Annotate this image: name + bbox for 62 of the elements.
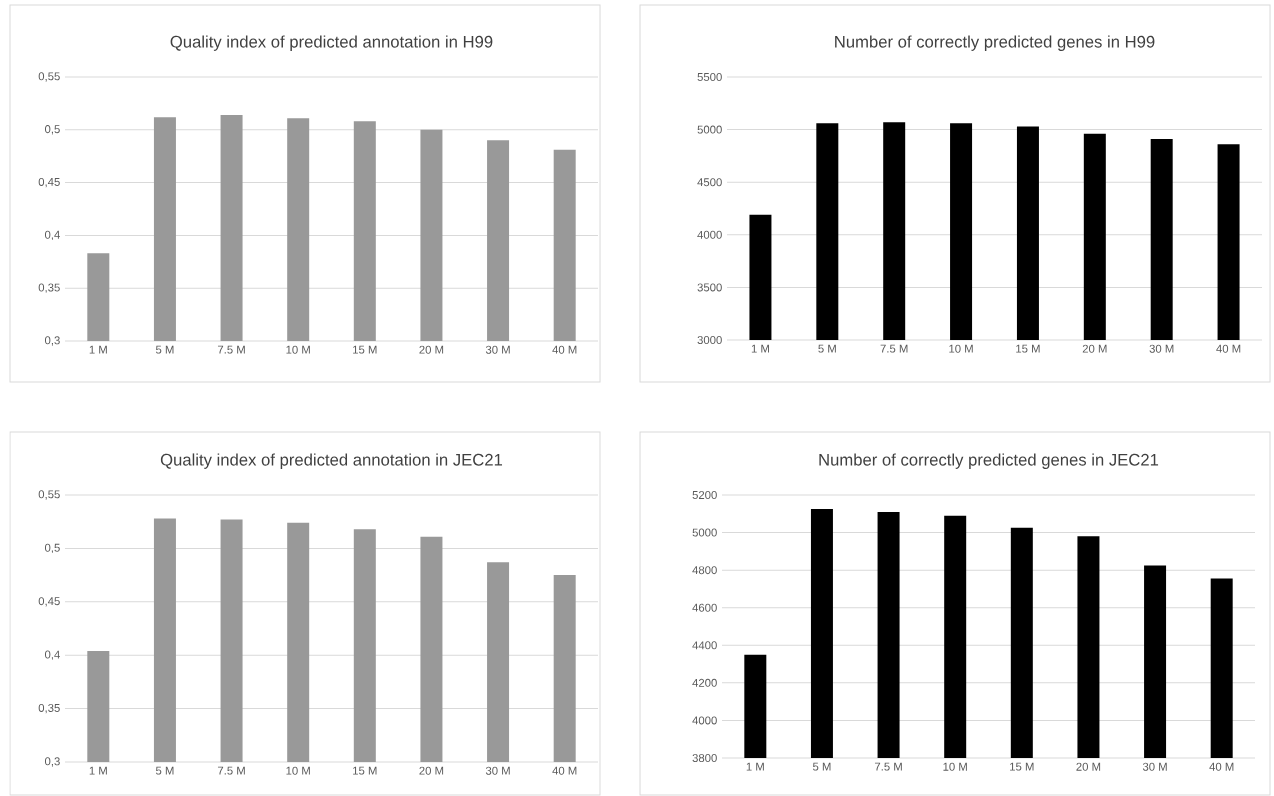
y-tick-label: 5000 [697, 125, 722, 134]
x-tick-label: 40 M [552, 766, 577, 775]
x-tick-label: 30 M [485, 345, 510, 354]
x-tick-label: 15 M [353, 766, 377, 775]
y-tick-label: 0,4 [44, 230, 60, 241]
y-tick-label: 3000 [697, 335, 722, 344]
y-tick-label: 3500 [697, 283, 722, 292]
y-tick-label: 0,5 [44, 543, 60, 554]
y-tick-label: 0,4 [44, 650, 60, 660]
y-tick-label: 4200 [692, 678, 717, 687]
y-tick-label: 4400 [692, 641, 717, 650]
x-tick-label: 20 M [419, 766, 444, 775]
x-tick-label: 40 M [1209, 762, 1234, 771]
chart-title: Number of correctly predicted genes in H99 [835, 35, 1155, 51]
y-tick-label: 0,3 [44, 336, 60, 346]
y-tick-label: 4500 [697, 178, 722, 187]
y-tick-label: 5200 [692, 491, 717, 500]
chart-title: Quality index of predicted annotation in H99 [170, 35, 493, 51]
x-tick-label: 10 M [949, 344, 973, 353]
x-tick-label: 1 M [746, 762, 764, 771]
y-tick-label: 4600 [692, 603, 717, 612]
y-tick-label: 4000 [692, 716, 717, 725]
y-tick-label: 3800 [692, 754, 717, 763]
x-tick-label: 20 M [419, 345, 444, 354]
x-tick-label: 40 M [552, 345, 577, 354]
x-tick-label: 7.5 M [874, 762, 902, 771]
x-tick-label: 15 M [353, 345, 377, 354]
x-tick-label: 10 M [286, 345, 310, 354]
x-tick-label: 20 M [1082, 344, 1107, 353]
x-tick-label: 5 M [155, 766, 174, 775]
chart-title: Quality index of predicted annotation in JEC21 [160, 453, 503, 469]
y-tick-label: 0,3 [44, 757, 60, 767]
y-tick-label: 5500 [697, 72, 722, 81]
x-tick-label: 30 M [1142, 762, 1167, 771]
x-tick-label: 7.5 M [217, 766, 245, 775]
y-tick-label: 0,35 [38, 283, 60, 293]
x-tick-label: 5 M [812, 762, 831, 771]
x-tick-label: 5 M [155, 345, 174, 354]
y-tick-label: 4000 [697, 230, 722, 239]
x-tick-label: 7.5 M [880, 344, 908, 353]
x-tick-label: 15 M [1016, 344, 1040, 353]
y-tick-label: 0,45 [38, 177, 60, 188]
y-tick-label: 0,55 [38, 490, 60, 500]
x-tick-label: 10 M [286, 766, 310, 775]
y-tick-label: 0,55 [38, 72, 60, 82]
x-tick-label: 30 M [1149, 344, 1174, 353]
x-tick-label: 1 M [751, 344, 769, 353]
x-tick-label: 15 M [1010, 762, 1034, 771]
x-tick-label: 40 M [1216, 344, 1241, 353]
y-tick-label: 4800 [692, 566, 717, 575]
chart-title: Number of correctly predicted genes in JEC21 [819, 453, 1159, 469]
x-tick-label: 5 M [818, 344, 836, 353]
x-tick-label: 1 M [89, 345, 107, 354]
x-tick-label: 10 M [943, 762, 967, 771]
y-tick-label: 0,45 [38, 597, 60, 607]
y-tick-label: 0,5 [44, 125, 60, 135]
x-tick-label: 7.5 M [217, 345, 245, 354]
x-tick-label: 20 M [1076, 762, 1101, 771]
x-tick-label: 1 M [89, 766, 107, 775]
y-tick-label: 5000 [692, 528, 717, 537]
y-tick-label: 0,35 [38, 703, 60, 714]
x-tick-label: 30 M [485, 766, 510, 775]
